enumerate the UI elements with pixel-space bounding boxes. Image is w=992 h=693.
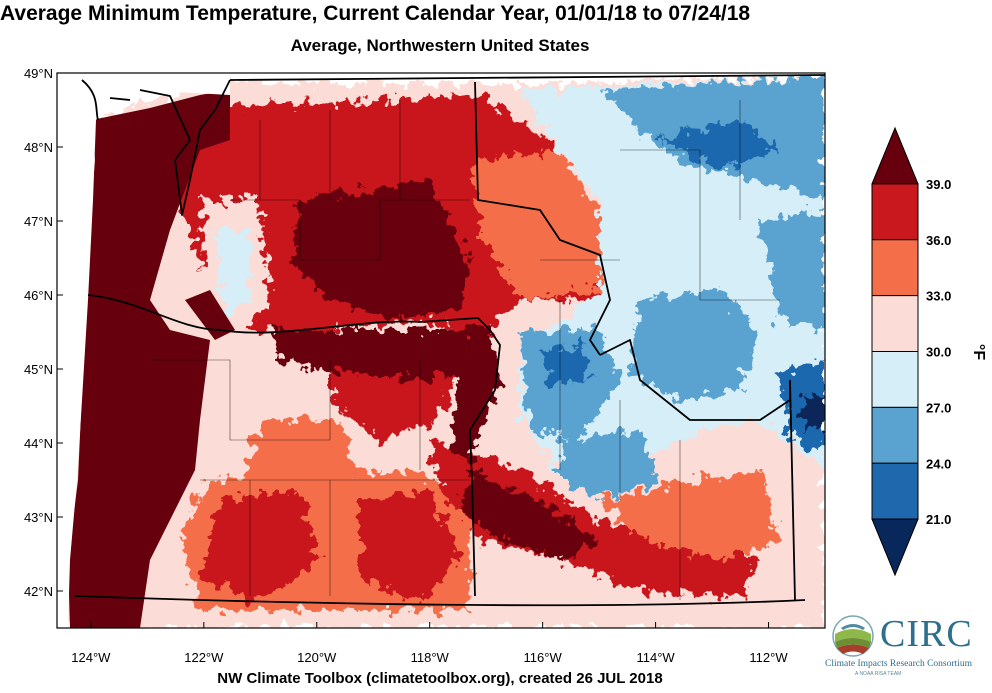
- colorbar-label: 36.0: [926, 233, 951, 248]
- colorbar-swatch: [871, 295, 919, 352]
- lat-tick-label: 49°N: [24, 66, 53, 81]
- state-borders: [74, 74, 825, 607]
- county-borders: [150, 100, 780, 600]
- chart-title: Average Minimum Temperature, Current Cal…: [0, 2, 751, 25]
- lon-tick-label: 120°W: [297, 650, 337, 665]
- lat-tick-label: 42°N: [24, 584, 53, 599]
- lat-tick-label: 48°N: [24, 140, 53, 155]
- lon-tick-label: 116°W: [524, 650, 563, 665]
- colorbar-label: 33.0: [926, 289, 951, 304]
- logo-tagline: A NOAA RISA TEAM: [855, 671, 902, 677]
- logo-name: CIRC: [880, 613, 973, 655]
- colorbar-swatch: [871, 351, 919, 408]
- colorbar-label: 39.0: [926, 177, 951, 192]
- longitude-axis: 124°W 122°W 120°W 118°W 116°W 114°W 112°W: [71, 622, 788, 665]
- lon-tick-label: 118°W: [411, 650, 450, 665]
- chart-subtitle: Average, Northwestern United States: [290, 36, 590, 55]
- map-raster: [57, 73, 825, 628]
- circ-logo: CIRC Climate Impacts Research Consortium…: [825, 612, 990, 692]
- lat-tick-label: 44°N: [24, 436, 53, 451]
- colorbar-swatch: [871, 183, 919, 241]
- colorbar-swatch: [871, 239, 919, 297]
- colorbar-swatch: [871, 126, 919, 185]
- colorbar-label: 30.0: [926, 345, 951, 360]
- lat-tick-label: 43°N: [24, 510, 53, 525]
- lon-tick-label: 114°W: [636, 650, 675, 665]
- lon-tick-label: 122°W: [184, 650, 224, 665]
- lon-tick-label: 112°W: [749, 650, 788, 665]
- colorbar-swatch: [871, 462, 919, 520]
- colorbar-unit: °F: [970, 344, 987, 360]
- colorbar-label: 24.0: [926, 456, 951, 471]
- colorbar: 39.0 36.0 33.0 30.0 27.0 24.0 21.0 °F: [871, 126, 987, 577]
- lat-tick-label: 47°N: [24, 214, 53, 229]
- lat-tick-label: 46°N: [24, 288, 53, 303]
- colorbar-swatch: [871, 518, 919, 577]
- colorbar-label: 21.0: [926, 512, 951, 527]
- lon-tick-label: 124°W: [71, 650, 111, 665]
- farmland-icon: [832, 615, 874, 657]
- lat-tick-label: 45°N: [24, 362, 53, 377]
- colorbar-label: 27.0: [926, 400, 951, 415]
- latitude-axis: 49°N 48°N 47°N 46°N 45°N 44°N 43°N 42°N: [24, 66, 63, 599]
- credit-line: NW Climate Toolbox (climatetoolbox.org),…: [217, 670, 663, 687]
- logo-subtitle: Climate Impacts Research Consortium: [825, 659, 972, 669]
- map-frame: [56, 72, 826, 629]
- colorbar-swatch: [871, 406, 919, 464]
